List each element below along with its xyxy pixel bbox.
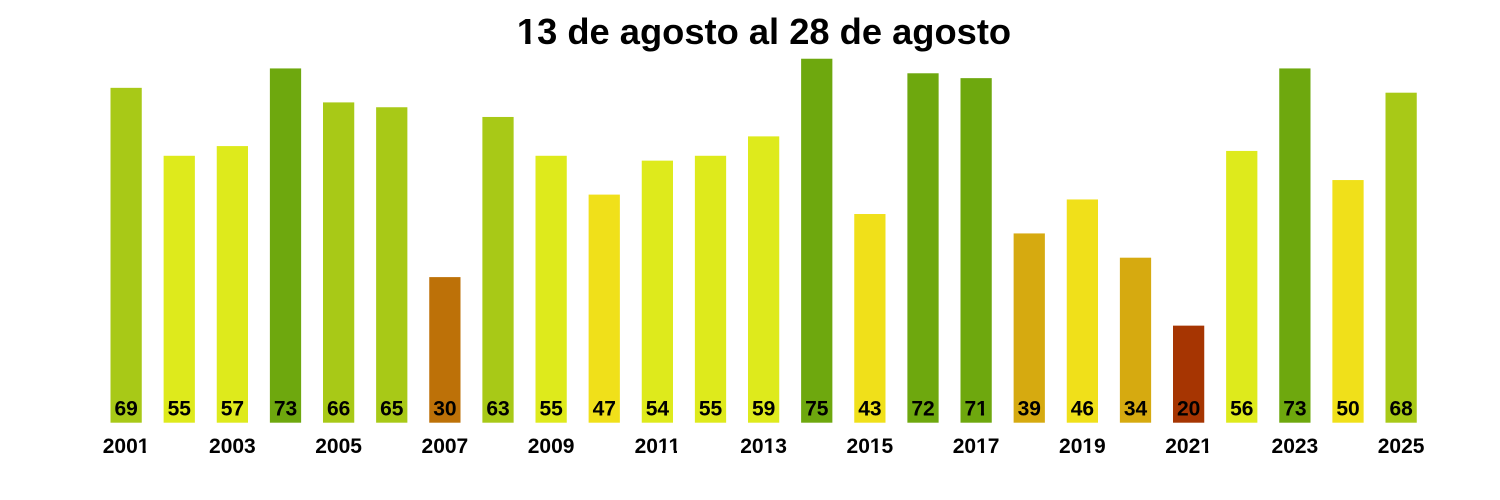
svg-text:75: 75 bbox=[805, 398, 829, 421]
svg-text:13 de agosto al 28 de agosto: 13 de agosto al 28 de agosto bbox=[517, 11, 1011, 52]
svg-text:2015: 2015 bbox=[847, 435, 894, 458]
svg-text:20: 20 bbox=[1177, 398, 1200, 421]
svg-text:68: 68 bbox=[1389, 398, 1413, 421]
svg-text:2011: 2011 bbox=[635, 435, 681, 458]
svg-text:43: 43 bbox=[858, 398, 881, 421]
svg-text:65: 65 bbox=[380, 398, 404, 421]
svg-text:55: 55 bbox=[168, 398, 192, 421]
svg-text:2023: 2023 bbox=[1272, 435, 1319, 458]
svg-text:73: 73 bbox=[1283, 398, 1306, 421]
svg-text:30: 30 bbox=[433, 398, 456, 421]
svg-text:50: 50 bbox=[1336, 398, 1359, 421]
svg-text:2005: 2005 bbox=[315, 435, 362, 458]
svg-text:59: 59 bbox=[752, 398, 775, 421]
svg-text:2021: 2021 bbox=[1165, 435, 1212, 458]
svg-text:55: 55 bbox=[539, 398, 563, 421]
svg-text:73: 73 bbox=[274, 398, 297, 421]
svg-text:66: 66 bbox=[327, 398, 350, 421]
svg-text:69: 69 bbox=[114, 398, 137, 421]
svg-text:39: 39 bbox=[1018, 398, 1041, 421]
svg-text:2013: 2013 bbox=[740, 435, 787, 458]
svg-text:72: 72 bbox=[911, 398, 934, 421]
svg-text:63: 63 bbox=[486, 398, 509, 421]
svg-text:2003: 2003 bbox=[209, 435, 256, 458]
svg-text:56: 56 bbox=[1230, 398, 1253, 421]
svg-text:2025: 2025 bbox=[1378, 435, 1425, 458]
svg-text:2009: 2009 bbox=[528, 435, 575, 458]
svg-text:57: 57 bbox=[221, 398, 244, 421]
svg-text:2001: 2001 bbox=[103, 435, 150, 458]
svg-text:2019: 2019 bbox=[1059, 435, 1106, 458]
svg-text:55: 55 bbox=[699, 398, 723, 421]
svg-text:34: 34 bbox=[1124, 398, 1148, 421]
svg-text:2017: 2017 bbox=[953, 435, 1000, 458]
svg-text:47: 47 bbox=[593, 398, 616, 421]
svg-text:46: 46 bbox=[1071, 398, 1094, 421]
svg-text:54: 54 bbox=[646, 398, 670, 421]
svg-text:71: 71 bbox=[964, 398, 988, 421]
svg-text:2007: 2007 bbox=[422, 435, 469, 458]
